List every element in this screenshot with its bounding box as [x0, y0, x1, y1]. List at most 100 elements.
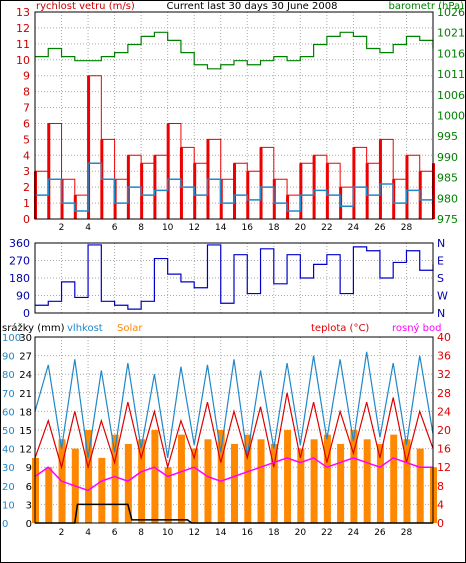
panel2-series: [35, 244, 434, 310]
temp-label: teplota (°C): [311, 323, 369, 334]
right-tick-label: 1000: [437, 110, 465, 123]
x-tick-label: 2: [59, 528, 65, 538]
left-tick-label: 11: [16, 38, 30, 51]
compass-label: N: [437, 307, 445, 320]
x-tick-label: 12: [188, 223, 199, 233]
panel1-frame: [34, 11, 434, 220]
direction-tick-label: 0: [23, 307, 30, 320]
left-tick-label: 9: [23, 70, 30, 83]
humidity-line: [34, 351, 434, 458]
left-tick-label: 1: [23, 197, 30, 210]
solar-bar: [231, 443, 238, 523]
solar-bar: [257, 439, 265, 523]
solar-bar: [151, 430, 159, 523]
gust-bar: [233, 163, 236, 219]
solar-bar: [164, 467, 172, 523]
right-tick-label: 1016: [437, 47, 465, 60]
right-axis-label: barometr (hPa): [389, 1, 465, 12]
x-tick-label: 24: [348, 223, 360, 233]
x-tick-label: 2: [59, 223, 65, 233]
solar-bar: [284, 430, 292, 523]
rain-label: srážky (mm): [2, 322, 65, 334]
x-tick-label: 22: [321, 528, 332, 538]
right-tick-label: 990: [437, 151, 458, 164]
gust-bar: [259, 147, 263, 219]
x-tick-label: 12: [188, 528, 199, 538]
left-tick-label: 12: [16, 22, 30, 35]
compass-label: N: [437, 237, 445, 250]
solar-bar: [45, 467, 53, 523]
rain-tick-label: 27: [19, 352, 32, 363]
wind-direction-line: [35, 244, 434, 310]
temp-tick-label: 28: [437, 387, 451, 400]
solar-bar: [177, 434, 185, 523]
pressure-line: [35, 31, 434, 70]
right-tick-label: 1026: [437, 6, 465, 19]
temp-tick-label: 36: [437, 350, 451, 363]
rain-tick-label: 15: [19, 426, 32, 437]
direction-tick-label: 360: [9, 237, 30, 250]
left-tick-label: 0: [23, 213, 30, 226]
gust-bar: [405, 155, 409, 219]
solar-bar: [217, 430, 225, 523]
left-tick-label: 7: [23, 102, 30, 115]
gust-bar: [166, 123, 170, 219]
humidity-tick-label: 10: [2, 500, 15, 511]
solar-bar: [310, 439, 318, 523]
compass-label: S: [437, 272, 444, 285]
rain-tick-label: 6: [26, 482, 32, 493]
x-tick-label: 26: [374, 223, 386, 233]
humidity-label: vlhkost: [67, 323, 103, 334]
gust-bar: [153, 155, 157, 219]
gust-line: [35, 75, 434, 196]
solar-bar: [270, 443, 278, 523]
x-tick-label: 16: [242, 528, 254, 538]
temp-humidity-panel: 0102030405060708090100036912151821242730…: [2, 322, 451, 538]
x-tick-label: 10: [162, 223, 174, 233]
right-tick-label: 1011: [437, 68, 465, 81]
rain-tick-label: 3: [26, 500, 32, 511]
left-tick-label: 4: [23, 149, 30, 162]
rain-tick-label: 0: [26, 519, 32, 530]
x-tick-label: 14: [215, 223, 227, 233]
solar-bar: [244, 434, 252, 523]
left-axis-label: rychlost vetru (m/s): [36, 1, 135, 12]
compass-label: E: [437, 255, 444, 268]
wind-speed-line: [35, 162, 434, 212]
solar-bar: [204, 439, 212, 523]
right-tick-label: 980: [437, 192, 458, 205]
temp-tick-label: 8: [437, 480, 444, 493]
solar-bar: [138, 439, 146, 523]
x-tick-label: 26: [374, 528, 386, 538]
temp-tick-label: 32: [437, 368, 451, 381]
left-tick-label: 6: [23, 117, 30, 130]
humidity-tick-label: 90: [2, 352, 15, 363]
solar-bar: [416, 448, 424, 523]
right-tick-label: 985: [437, 172, 458, 185]
temperature-line: [34, 392, 434, 470]
gust-bar: [378, 139, 382, 219]
x-tick-label: 20: [295, 528, 307, 538]
compass-label: W: [437, 290, 448, 303]
panel1-tick-labels: 0123456789101112139759809859909951000100…: [16, 6, 465, 233]
solar-label: Solar: [117, 323, 143, 334]
left-tick-label: 2: [23, 181, 30, 194]
temp-tick-label: 4: [437, 498, 444, 511]
solar-bar: [376, 443, 384, 523]
humidity-tick-label: 70: [2, 389, 15, 400]
rain-tick-label: 12: [19, 445, 32, 456]
x-tick-label: 6: [112, 528, 118, 538]
rain-line: [35, 503, 433, 524]
x-tick-label: 22: [321, 223, 332, 233]
solar-bar: [363, 439, 371, 523]
temp-tick-label: 12: [437, 461, 451, 474]
x-tick-label: 8: [138, 223, 144, 233]
right-tick-label: 975: [437, 213, 458, 226]
rain-tick-label: 30: [19, 333, 32, 344]
rain-tick-label: 9: [26, 463, 32, 474]
x-tick-label: 18: [268, 528, 280, 538]
left-tick-label: 13: [16, 6, 30, 19]
panel2-frame: [34, 242, 434, 314]
x-tick-label: 16: [242, 223, 254, 233]
